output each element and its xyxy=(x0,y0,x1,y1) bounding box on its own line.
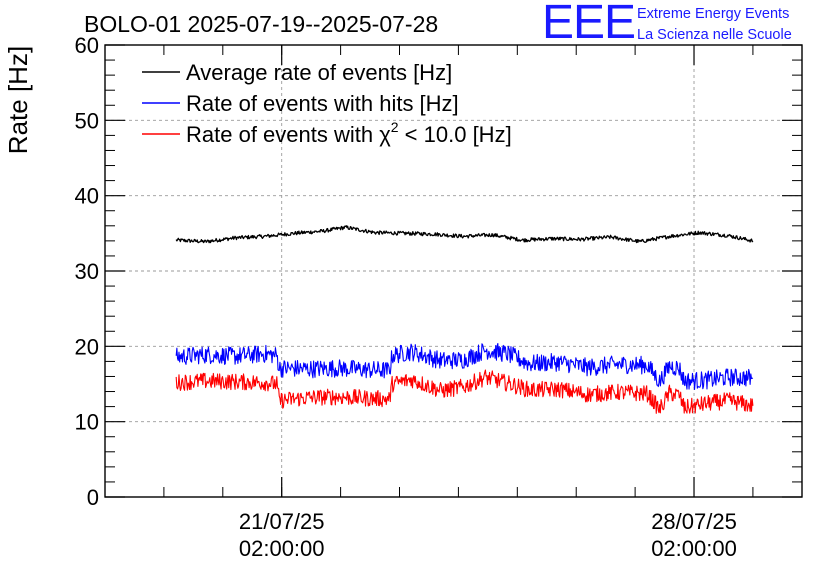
series-layer xyxy=(175,225,754,414)
legend-chi2-prefix: Rate of events with χ xyxy=(186,122,391,147)
y-axis-label: Rate [Hz] xyxy=(3,46,33,154)
legend-label-chi2: Rate of events with χ2 < 10.0 [Hz] xyxy=(186,119,512,147)
y-tick-label: 30 xyxy=(75,259,99,284)
y-tick-label: 20 xyxy=(75,334,99,359)
y-tick-label: 60 xyxy=(75,33,99,58)
legend-label-average: Average rate of events [Hz] xyxy=(186,60,452,85)
eee-logo-mark: EEE xyxy=(542,0,635,49)
series-line-1 xyxy=(175,342,754,390)
eee-logo: EEE Extreme Energy Events La Scienza nel… xyxy=(542,0,792,49)
legend-label-hits: Rate of events with hits [Hz] xyxy=(186,91,459,116)
y-tick-label: 50 xyxy=(75,108,99,133)
grid-lines xyxy=(105,45,802,497)
x-tick-label-date: 21/07/25 xyxy=(239,509,325,534)
legend-chi2-suffix: < 10.0 [Hz] xyxy=(399,122,512,147)
y-tick-label: 10 xyxy=(75,410,99,435)
y-tick-label: 0 xyxy=(87,485,99,510)
chart-title: BOLO-01 2025-07-19--2025-07-28 xyxy=(84,11,438,37)
x-tick-label-time: 02:00:00 xyxy=(239,536,325,561)
series-line-0 xyxy=(175,225,754,244)
y-tick-labels: 0 10 20 30 40 50 60 xyxy=(75,33,99,510)
axis-ticks xyxy=(104,44,802,498)
eee-logo-line2: La Scienza nelle Scuole xyxy=(637,27,792,43)
x-tick-label-date: 28/07/25 xyxy=(651,509,737,534)
series-line-2 xyxy=(175,369,754,414)
legend: Average rate of events [Hz] Rate of even… xyxy=(142,60,512,147)
eee-logo-line1: Extreme Energy Events xyxy=(637,6,789,22)
legend-chi2-superscript: 2 xyxy=(391,119,399,135)
x-tick-label-time: 02:00:00 xyxy=(651,536,737,561)
y-tick-label: 40 xyxy=(75,184,99,209)
